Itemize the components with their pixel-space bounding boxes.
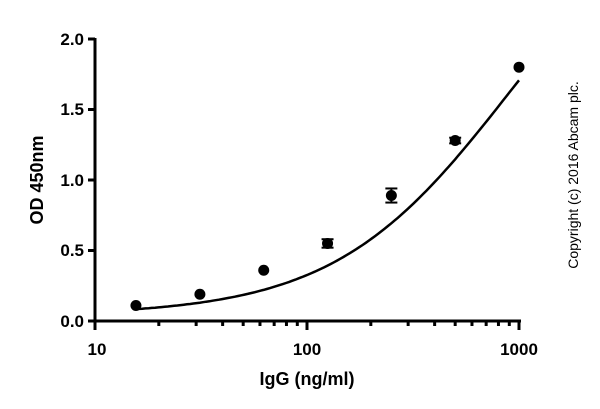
- fit-curve: [135, 79, 520, 311]
- x-tick-label: 1000: [500, 340, 538, 359]
- y-tick-label: 2.0: [60, 30, 84, 49]
- y-axis-title: OD 450nm: [27, 135, 47, 224]
- x-tick-label: 100: [293, 340, 321, 359]
- y-tick-label: 1.0: [60, 171, 84, 190]
- data-point: [513, 61, 525, 73]
- data-points: [130, 61, 525, 311]
- copyright-notice: Copyright (c) 2016 Abcam plc.: [565, 81, 581, 269]
- y-tick-label: 1.5: [60, 100, 84, 119]
- y-tick-label: 0.0: [60, 312, 84, 331]
- x-axis-ticks: [93, 321, 521, 330]
- data-point: [385, 190, 397, 202]
- x-axis-tick-labels: 10 100 1000: [88, 340, 538, 359]
- data-point: [130, 299, 142, 311]
- x-tick-label: 10: [88, 340, 107, 359]
- y-axis-tick-labels: 0.0 0.5 1.0 1.5 2.0: [60, 30, 84, 331]
- y-axis-ticks: [88, 37, 95, 323]
- x-axis-title: IgG (ng/ml): [260, 369, 355, 389]
- data-point: [449, 135, 461, 147]
- y-tick-label: 0.5: [60, 241, 84, 260]
- data-point: [258, 264, 270, 276]
- data-point: [194, 288, 206, 300]
- data-point: [322, 237, 334, 249]
